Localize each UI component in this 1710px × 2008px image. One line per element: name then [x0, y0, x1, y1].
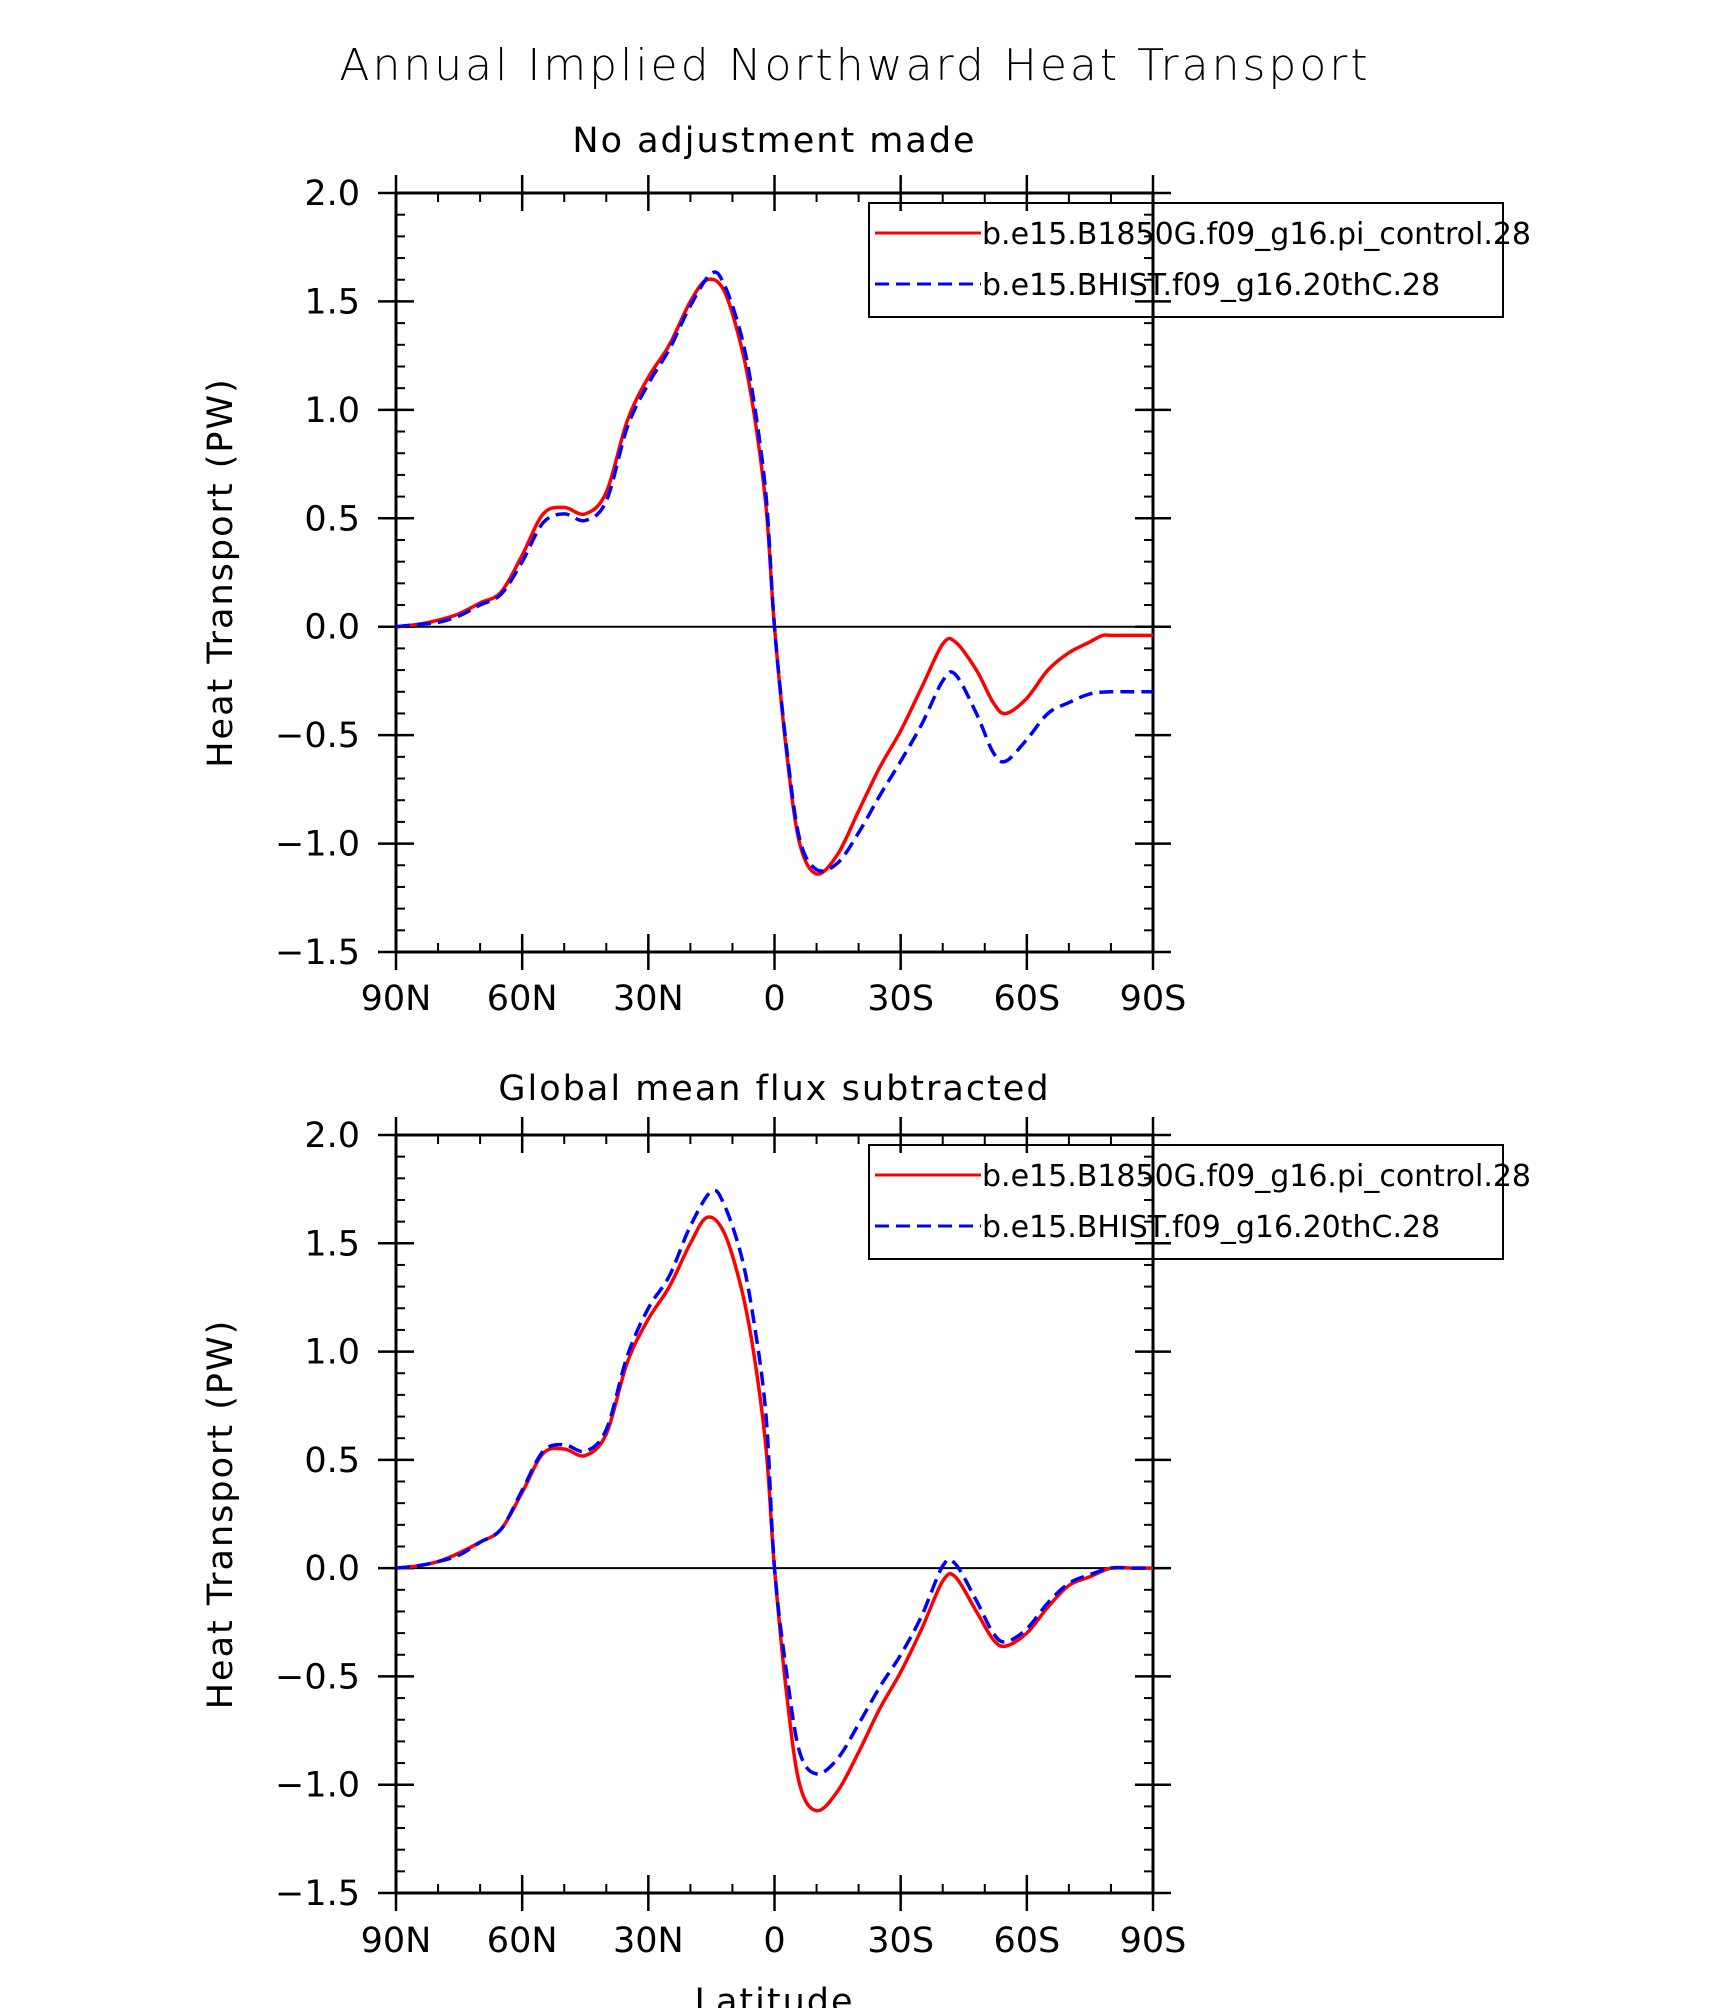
y-tick-label: −0.5 [275, 1657, 360, 1697]
legend-label: b.e15.BHIST.f09_g16.20thC.28 [982, 1210, 1440, 1245]
figure-title: Annual Implied Northward Heat Transport [339, 40, 1371, 91]
y-tick-label: 2.0 [304, 1116, 360, 1156]
legend-label: b.e15.BHIST.f09_g16.20thC.28 [982, 268, 1440, 303]
y-tick-label: 1.0 [304, 391, 360, 431]
y-tick-label: 1.0 [304, 1333, 360, 1373]
x-tick-label: 90S [1120, 979, 1187, 1019]
y-tick-label: 0.5 [304, 499, 360, 539]
x-tick-label: 30N [613, 979, 684, 1019]
chart-panel-1: No adjustment made 2.0 1.5 1.0 0.5 0.0 −0.5 −1.… [201, 121, 1531, 1019]
y-tick-label: 0.5 [304, 1441, 360, 1481]
y-tick-label: 1.5 [304, 282, 360, 322]
y-tick-label: 1.5 [304, 1224, 360, 1264]
x-axis-label: Latitude [694, 1982, 854, 2008]
x-tick-label: 30S [867, 1921, 934, 1961]
x-tick-label: 90N [361, 1921, 432, 1961]
plot-frame [394, 191, 1155, 954]
y-tick-label: −0.5 [275, 716, 360, 756]
y-tick-label: −1.5 [275, 933, 360, 973]
chart-panel-2: Global mean flux subtracted 2.0 1.5 1.0 0.5 0… [201, 1069, 1531, 2008]
plot-frame [394, 1133, 1155, 1895]
y-tick-label: −1.5 [275, 1874, 360, 1914]
series-line-hist [395, 1188, 1153, 1776]
x-tick-label: 90S [1120, 1921, 1187, 1961]
x-tick-label: 60S [993, 1921, 1060, 1961]
x-tick-label: 0 [763, 979, 785, 1019]
y-axis-label: Heat Transport (PW) [201, 1319, 241, 1710]
x-tick-label: 0 [763, 1921, 785, 1961]
x-tick-label: 90N [361, 979, 432, 1019]
legend-label: b.e15.B1850G.f09_g16.pi_control.28 [982, 217, 1531, 252]
chart-title: No adjustment made [572, 121, 976, 161]
series-line-hist [395, 270, 1153, 873]
legend-box [868, 202, 1504, 318]
y-tick-label: 2.0 [304, 174, 360, 214]
y-tick-label: −1.0 [275, 825, 360, 865]
x-tick-label: 30S [867, 979, 934, 1019]
x-tick-label: 60S [993, 979, 1060, 1019]
series-line-pi-control [395, 277, 1153, 876]
x-tick-label: 60N [487, 979, 558, 1019]
chart-title: Global mean flux subtracted [498, 1069, 1050, 1109]
y-tick-label: 0.0 [304, 608, 360, 648]
legend-box [868, 1144, 1504, 1260]
x-tick-label: 60N [487, 1921, 558, 1961]
legend-label: b.e15.B1850G.f09_g16.pi_control.28 [982, 1159, 1531, 1194]
y-tick-label: 0.0 [304, 1549, 360, 1589]
y-tick-label: −1.0 [275, 1766, 360, 1806]
x-tick-label: 30N [613, 1921, 684, 1961]
y-axis-label: Heat Transport (PW) [201, 377, 241, 768]
